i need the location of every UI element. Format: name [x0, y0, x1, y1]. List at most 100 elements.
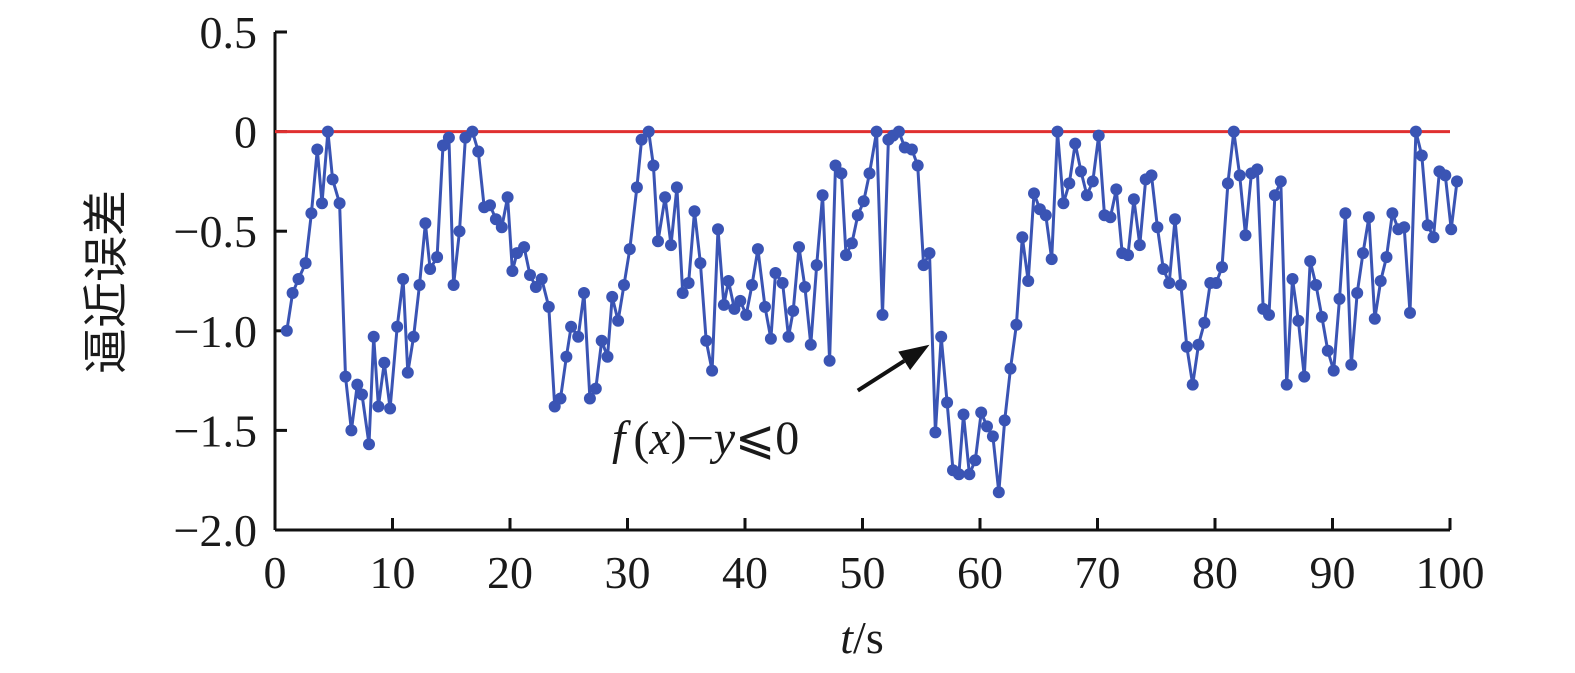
- x-tick-label: 60: [957, 547, 1003, 598]
- data-point: [694, 257, 707, 270]
- data-point: [606, 290, 619, 303]
- data-point: [424, 263, 437, 275]
- data-point: [1016, 231, 1029, 244]
- data-point: [981, 420, 993, 433]
- data-point: [407, 330, 420, 343]
- data-point: [280, 324, 293, 337]
- x-axis-label-variable: t: [840, 612, 854, 663]
- data-point: [998, 414, 1011, 427]
- data-point: [1145, 169, 1158, 182]
- data-point: [1263, 308, 1275, 321]
- x-tick-label: 100: [1416, 547, 1485, 598]
- data-point: [518, 241, 531, 254]
- y-tick-label: 0: [234, 107, 257, 158]
- data-point: [1445, 223, 1458, 236]
- data-point: [1063, 177, 1076, 190]
- data-point: [722, 275, 735, 287]
- data-point: [652, 235, 664, 248]
- data-point: [419, 217, 432, 230]
- data-point: [1451, 175, 1463, 188]
- data-point: [798, 281, 811, 293]
- data-point: [1239, 229, 1252, 242]
- data-point: [740, 308, 753, 321]
- data-point: [316, 197, 328, 210]
- data-point: [764, 332, 777, 345]
- data-point: [1075, 165, 1087, 178]
- data-point: [734, 294, 747, 307]
- data-point: [1180, 340, 1193, 353]
- data-point: [776, 277, 789, 289]
- data-point: [712, 223, 724, 236]
- data-point: [339, 370, 352, 383]
- data-point: [682, 277, 695, 289]
- annotation-middle: )−: [671, 412, 714, 465]
- data-point: [431, 251, 444, 264]
- y-tick-label: 0.5: [200, 7, 258, 58]
- data-point: [975, 406, 988, 419]
- data-point: [1186, 378, 1199, 391]
- data-point: [1210, 277, 1223, 289]
- data-point: [1122, 249, 1134, 262]
- x-tick-label: 30: [605, 547, 651, 598]
- data-point: [305, 207, 318, 220]
- data-point: [793, 241, 805, 254]
- data-point: [623, 243, 636, 256]
- y-tick-label: −1.0: [174, 306, 257, 357]
- data-point: [810, 259, 823, 272]
- data-point: [630, 181, 643, 194]
- data-point: [706, 364, 719, 377]
- data-point: [717, 298, 730, 311]
- data-point: [1274, 175, 1287, 188]
- data-point: [870, 125, 883, 138]
- data-point: [1409, 125, 1422, 138]
- annotation-f: f: [612, 412, 631, 465]
- data-point: [1169, 213, 1181, 226]
- data-point: [1315, 310, 1328, 323]
- x-axis-label-unit: /s: [853, 612, 884, 663]
- x-tick-label: 90: [1310, 547, 1356, 598]
- data-point: [356, 388, 368, 401]
- annotation-paren: (: [633, 412, 649, 465]
- data-point: [378, 356, 391, 369]
- data-point: [1227, 125, 1240, 138]
- data-point: [1421, 219, 1434, 232]
- data-point: [992, 486, 1005, 499]
- data-point: [1415, 149, 1428, 162]
- data-point: [1045, 253, 1058, 266]
- data-point: [595, 334, 608, 347]
- data-point: [501, 191, 514, 204]
- data-point: [688, 205, 701, 218]
- data-point: [1110, 183, 1123, 196]
- data-point: [676, 287, 689, 299]
- data-point: [1368, 312, 1381, 325]
- data-point: [1333, 292, 1346, 305]
- data-point: [1010, 318, 1023, 331]
- data-point: [835, 167, 848, 180]
- constraint-annotation: f (x)−y⩽0: [612, 412, 799, 465]
- data-point: [759, 300, 771, 313]
- data-point: [823, 354, 836, 367]
- data-point: [751, 243, 764, 256]
- data-point: [384, 402, 397, 415]
- data-point: [363, 438, 375, 451]
- data-point: [935, 330, 948, 343]
- data-point: [1039, 209, 1052, 222]
- data-point: [554, 392, 567, 405]
- data-point: [659, 191, 672, 204]
- data-point: [1233, 169, 1246, 182]
- data-point: [635, 133, 648, 146]
- data-point: [787, 304, 800, 317]
- data-point: [1286, 273, 1299, 285]
- data-point: [986, 430, 999, 443]
- data-point: [969, 454, 982, 467]
- data-point: [1398, 221, 1411, 234]
- data-point: [1022, 275, 1035, 287]
- data-point: [700, 334, 713, 347]
- x-tick-label: 70: [1075, 547, 1121, 598]
- data-point: [413, 279, 426, 291]
- data-point: [1339, 207, 1352, 220]
- data-point: [1351, 287, 1364, 299]
- data-point: [1362, 211, 1375, 224]
- data-point: [401, 366, 414, 379]
- data-point: [670, 181, 683, 194]
